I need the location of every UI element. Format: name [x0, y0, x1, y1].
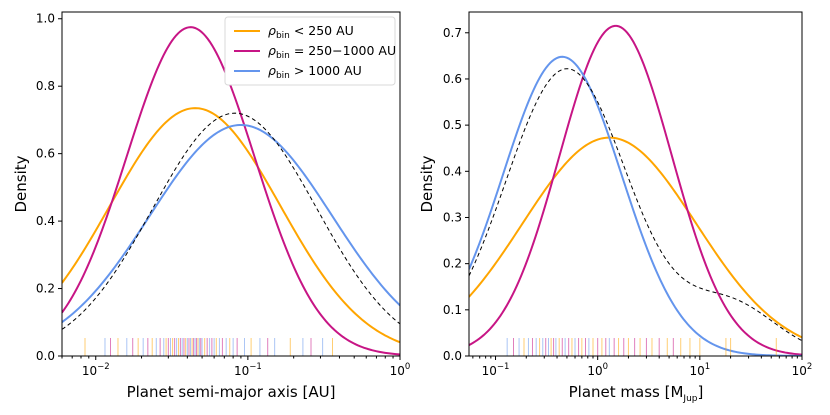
y-tick-label: 0.2	[36, 282, 55, 296]
legend: ρbin < 250 AU ρbin = 250−1000 AU ρbin > …	[224, 16, 396, 86]
panel-semimajor-axis: 0.0 0.2 0.4 0.6 0.8 1.0 10−2 10−1 100 Density Pl…	[12, 11, 410, 401]
panel-planet-mass: 0.0 0.1 0.2 0.3 0.4 0.5 0.6 0.7 10−1 100 101 102 De…	[418, 11, 812, 404]
y-tick-label: 0.6	[443, 72, 462, 86]
legend-frame	[224, 16, 396, 86]
legend-entry-mid: ρbin = 250−1000 AU	[234, 43, 396, 61]
y-tick-label: 0.8	[36, 79, 55, 93]
x-tick-label: 101	[689, 362, 710, 378]
x-tick-label: 10−1	[482, 362, 510, 378]
p1-ylabel: Density	[418, 155, 436, 212]
y-tick-label: 0.7	[443, 26, 462, 40]
p0-ticks: 0.0 0.2 0.4 0.6 0.8 1.0 10−2 10−1 100	[36, 12, 410, 378]
x-tick-label: 100	[390, 362, 411, 378]
legend-label-close: ρbin < 250 AU	[268, 23, 354, 41]
p1-xlabel: Planet mass [MJup]	[569, 383, 704, 404]
y-tick-label: 1.0	[36, 12, 55, 26]
x-tick-label: 10−1	[234, 362, 262, 378]
legend-label-mid: ρbin = 250−1000 AU	[268, 43, 396, 61]
curve-wide	[62, 123, 400, 323]
p1-curves	[469, 24, 802, 356]
legend-entry-wide: ρbin > 1000 AU	[234, 63, 362, 81]
p0-rug	[84, 338, 334, 356]
curve-close	[62, 107, 400, 344]
x-tick-label: 100	[587, 362, 608, 378]
p1-axes-frame	[468, 11, 803, 357]
curve-mid	[62, 26, 400, 356]
legend-entry-close: ρbin < 250 AU	[234, 23, 354, 41]
p1-ticks: 0.0 0.1 0.2 0.3 0.4 0.5 0.6 0.7 10−1 100 101 102	[443, 26, 812, 378]
y-tick-label: 0.6	[36, 147, 55, 161]
y-tick-label: 0.4	[36, 214, 55, 228]
p0-axes-frame	[61, 11, 401, 357]
curve-all	[62, 112, 400, 330]
x-tick-label: 102	[792, 362, 813, 378]
curve-mid	[469, 24, 802, 356]
legend-label-wide: ρbin > 1000 AU	[268, 63, 362, 81]
p0-curves	[62, 26, 400, 356]
curve-all	[469, 68, 802, 342]
y-tick-label: 0.0	[443, 349, 462, 363]
p0-ylabel: Density	[12, 155, 30, 212]
curve-wide	[469, 55, 802, 356]
y-tick-label: 0.4	[443, 164, 462, 178]
x-tick-label: 10−2	[82, 362, 110, 378]
y-tick-label: 0.0	[36, 349, 55, 363]
y-tick-label: 0.2	[443, 257, 462, 271]
p1-rug	[506, 338, 777, 356]
curve-close	[469, 136, 802, 339]
y-tick-label: 0.5	[443, 118, 462, 132]
y-tick-label: 0.1	[443, 303, 462, 317]
p0-xlabel: Planet semi-major axis [AU]	[127, 383, 336, 401]
y-tick-label: 0.3	[443, 210, 462, 224]
